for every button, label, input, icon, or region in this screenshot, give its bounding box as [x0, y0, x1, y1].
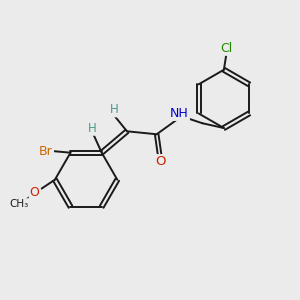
Text: O: O: [30, 186, 40, 199]
Text: NH: NH: [170, 107, 189, 120]
Text: H: H: [88, 122, 96, 135]
Text: CH₃: CH₃: [10, 199, 29, 209]
Text: H: H: [110, 103, 118, 116]
Text: O: O: [155, 155, 166, 168]
Text: Br: Br: [39, 145, 53, 158]
Text: Cl: Cl: [221, 42, 233, 55]
